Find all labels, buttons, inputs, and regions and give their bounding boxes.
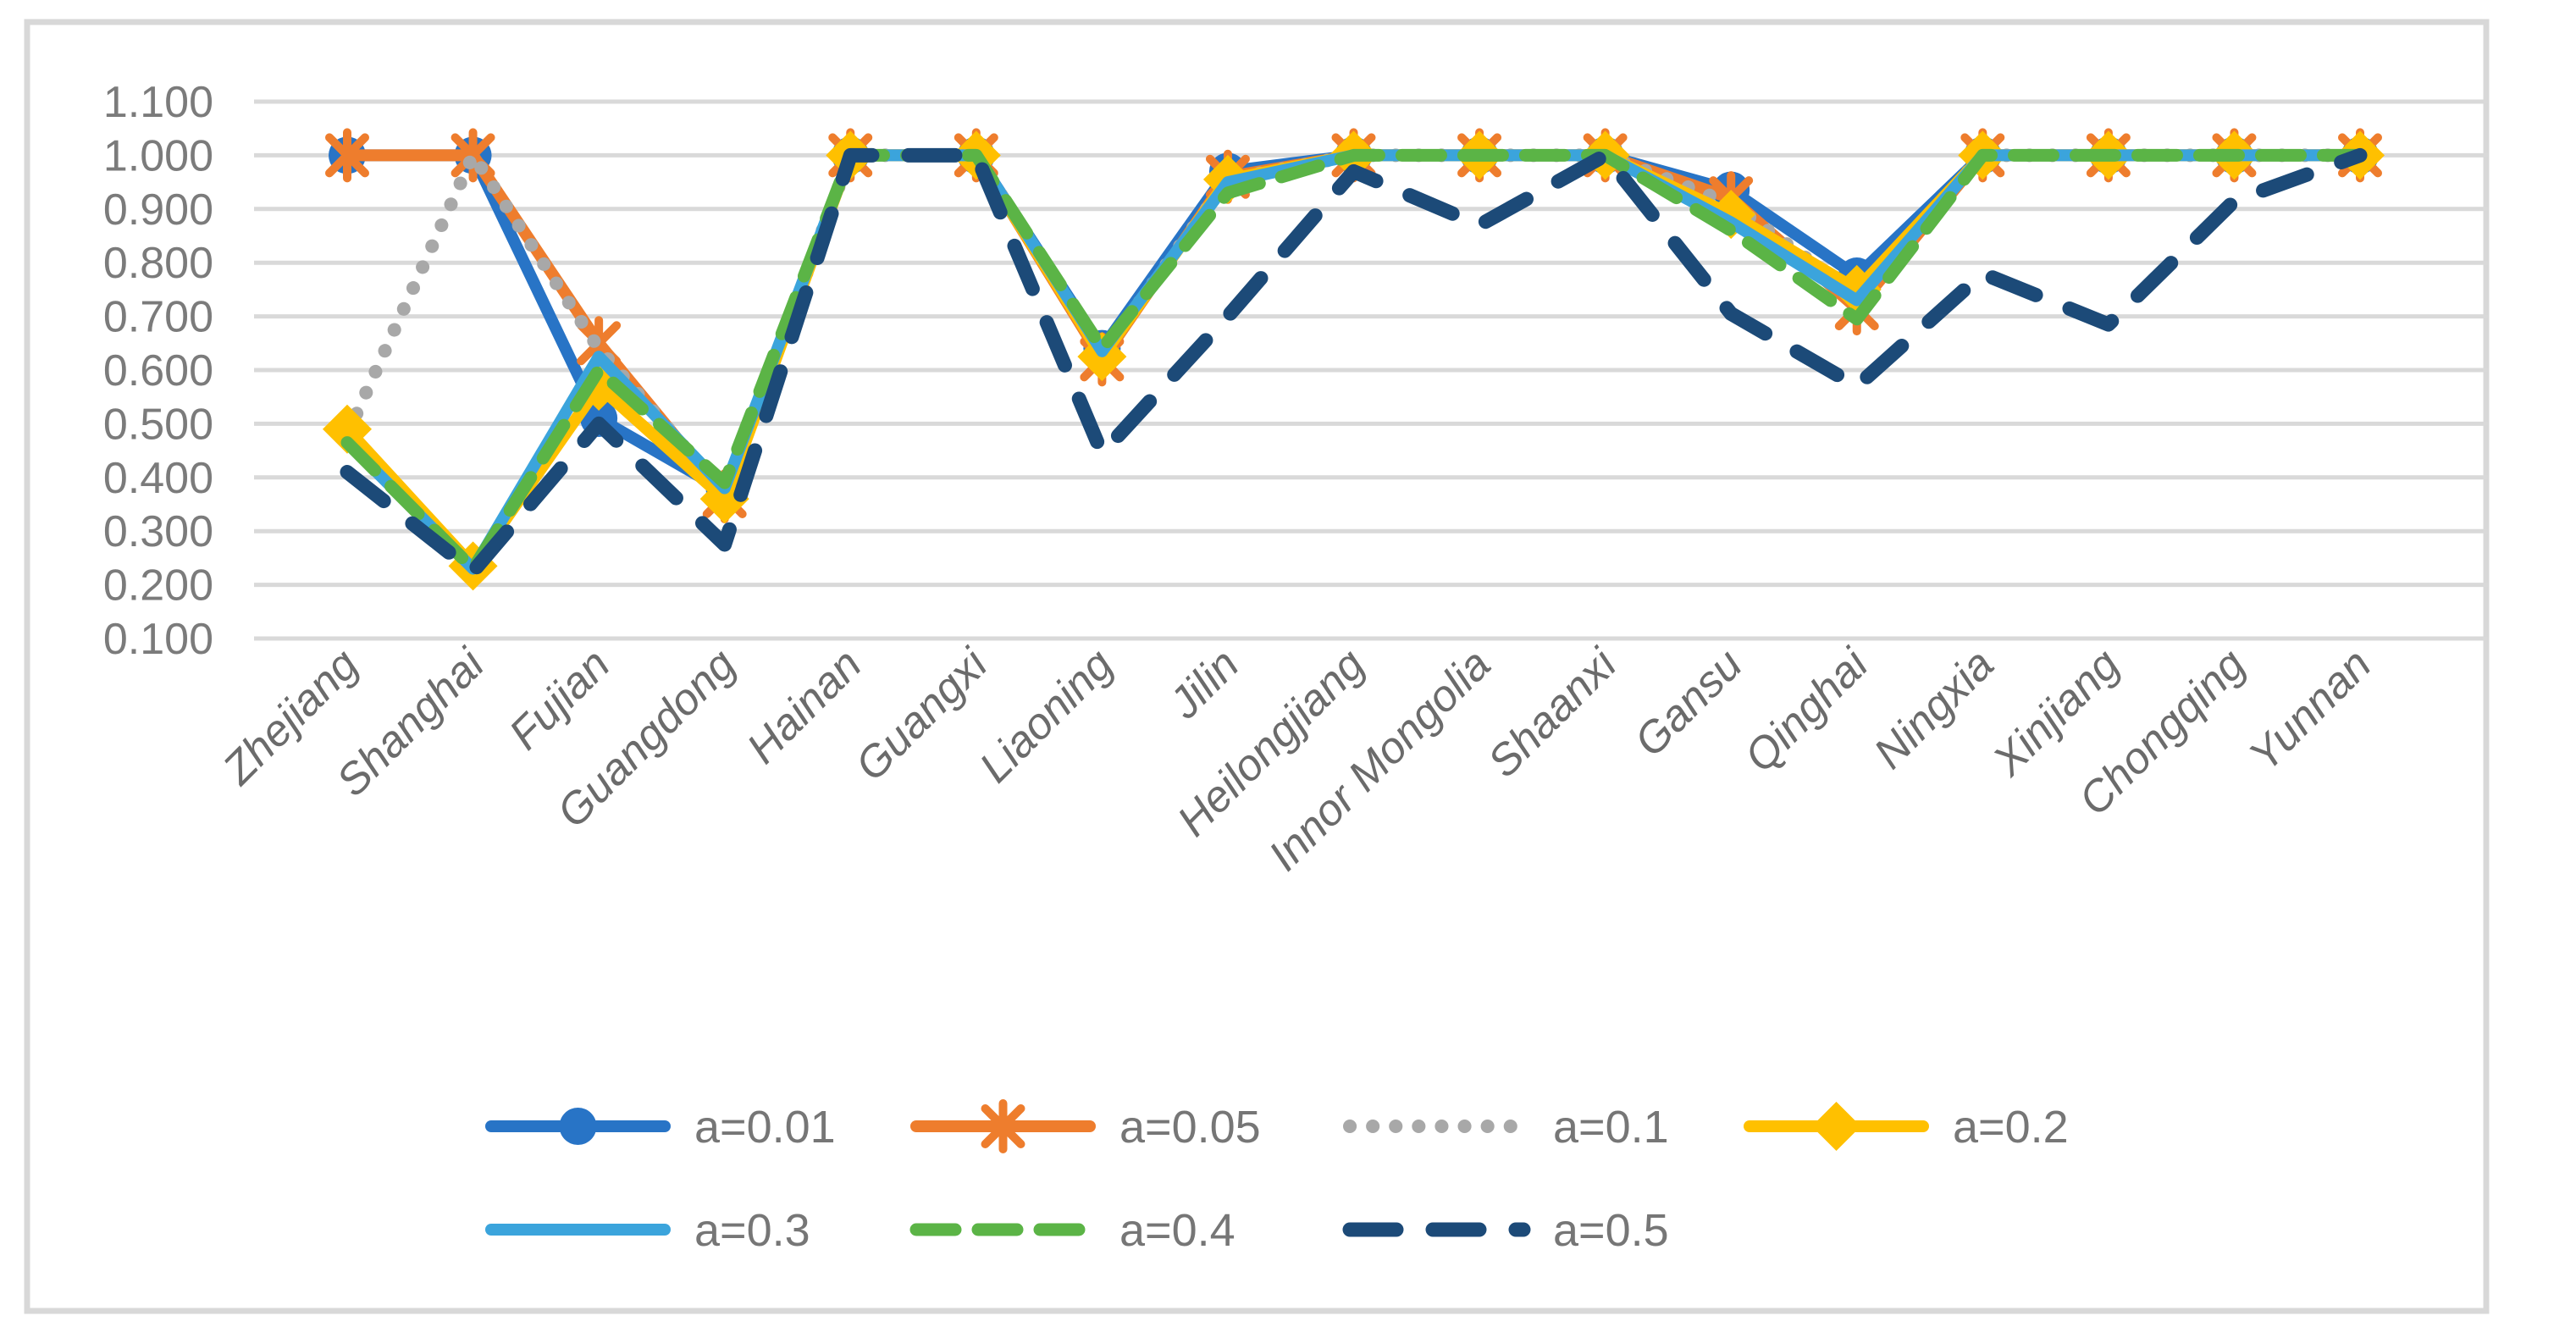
- legend-label: a=0.4: [1119, 1205, 1235, 1256]
- asterisk-marker: [981, 1099, 1025, 1153]
- legend-label: a=0.05: [1119, 1102, 1261, 1153]
- y-axis-tick-label: 0.500: [103, 400, 213, 449]
- legend-label: a=0.3: [694, 1205, 810, 1256]
- legend-item-a-0.05: a=0.05: [910, 1099, 1261, 1153]
- diamond-marker: [1706, 190, 1756, 240]
- y-axis-tick-label: 0.400: [103, 454, 213, 503]
- asterisk-marker: [325, 128, 369, 183]
- series-line: [340, 148, 2367, 576]
- legend: a=0.01 a=0.05 a=0.1 a=0.2 a=0.3 a=0.4 a=0.5: [485, 1099, 2069, 1256]
- y-axis-tick-label: 0.100: [103, 615, 213, 664]
- legend-label: a=0.2: [1953, 1102, 2069, 1153]
- diamond-marker: [323, 404, 372, 454]
- legend-item-a-0.01: a=0.01: [485, 1102, 836, 1153]
- legend-item-a-0.4: a=0.4: [909, 1205, 1235, 1256]
- series-a-0.4: [340, 148, 2367, 576]
- y-axis-tick-label: 1.000: [103, 131, 213, 180]
- series-a-0.5: [340, 147, 2368, 579]
- legend-item-a-0.1: a=0.1: [1343, 1102, 1669, 1153]
- legend-item-a-0.3: a=0.3: [485, 1205, 810, 1256]
- chart-border: [24, 19, 2490, 1314]
- y-axis-tick-label: 0.900: [103, 185, 213, 235]
- legend-label: a=0.1: [1553, 1102, 1669, 1153]
- y-axis-tick-label: 0.200: [103, 561, 213, 611]
- legend-item-a-0.5: a=0.5: [1342, 1205, 1669, 1256]
- series-line: [340, 147, 2368, 579]
- legend-label: a=0.01: [694, 1102, 836, 1153]
- y-axis-tick-label: 1.100: [103, 78, 213, 127]
- diamond-marker: [1811, 1102, 1861, 1151]
- y-axis-tick-label: 0.600: [103, 346, 213, 395]
- y-axis-tick-label: 0.800: [103, 239, 213, 288]
- y-axis-tick-label: 0.300: [103, 507, 213, 556]
- legend-label: a=0.5: [1553, 1205, 1669, 1256]
- circle-marker: [559, 1108, 597, 1145]
- legend-item-a-0.2: a=0.2: [1744, 1102, 2069, 1153]
- y-axis-tick-label: 0.700: [103, 293, 213, 342]
